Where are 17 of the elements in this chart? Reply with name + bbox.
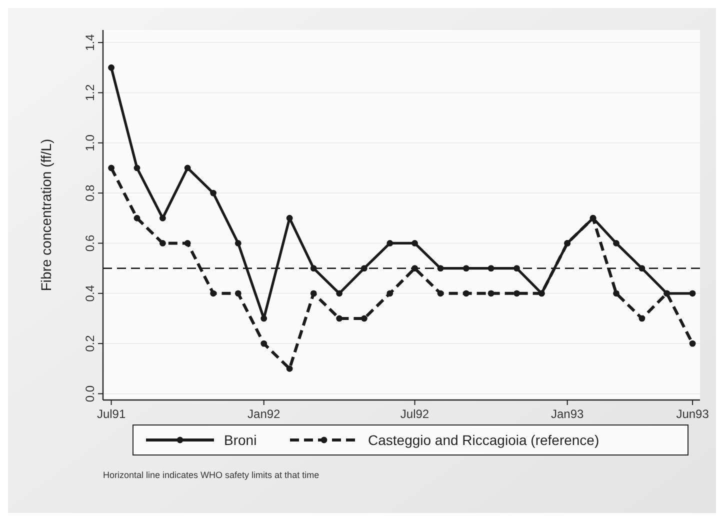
legend-label: Broni — [224, 432, 257, 448]
x-tick-label: Jan93 — [550, 407, 584, 421]
text: Horizontal line indicates WHO safety limits at that time — [103, 470, 320, 480]
x-tick-label: Jun93 — [676, 407, 710, 421]
y-tick-label: 0.0 — [83, 385, 97, 402]
y-tick-label: 0.6 — [83, 234, 97, 252]
y-tick-label: 1.4 — [83, 34, 97, 51]
y-tick-label: 1.2 — [83, 84, 97, 102]
y-tick-label: 0.8 — [83, 184, 97, 202]
y-tick-label: 0.4 — [83, 284, 97, 302]
x-tick-label: Jul92 — [400, 407, 430, 421]
x-tick-label: Jan92 — [248, 407, 281, 421]
x-tick-label: Jul91 — [96, 407, 126, 421]
y-tick-label: 0.2 — [83, 334, 97, 352]
y-tick-label: 1.0 — [83, 134, 97, 152]
y-axis-title: Fibre concentration (ff/L) — [38, 138, 54, 292]
legend-label: Casteggio and Riccagioia (reference) — [368, 432, 600, 448]
